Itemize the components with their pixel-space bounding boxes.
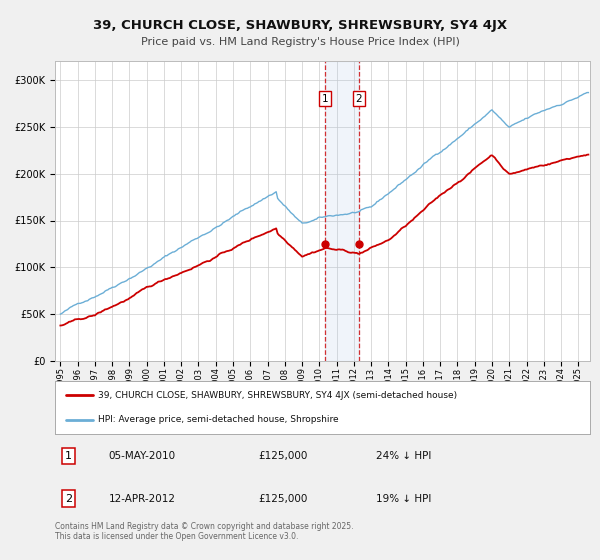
Text: 2: 2 [355,94,362,104]
Text: Price paid vs. HM Land Registry's House Price Index (HPI): Price paid vs. HM Land Registry's House … [140,37,460,47]
Bar [325,61,359,361]
Text: £125,000: £125,000 [259,451,308,461]
Text: 39, CHURCH CLOSE, SHAWBURY, SHREWSBURY, SY4 4JX: 39, CHURCH CLOSE, SHAWBURY, SHREWSBURY, … [93,18,507,32]
Text: 24% ↓ HPI: 24% ↓ HPI [376,451,431,461]
Text: Contains HM Land Registry data © Crown copyright and database right 2025.
This d: Contains HM Land Registry data © Crown c… [55,522,354,542]
Text: 1: 1 [322,94,329,104]
Text: £125,000: £125,000 [259,493,308,503]
Text: HPI: Average price, semi-detached house, Shropshire: HPI: Average price, semi-detached house,… [98,415,338,424]
Text: 39, CHURCH CLOSE, SHAWBURY, SHREWSBURY, SY4 4JX (semi-detached house): 39, CHURCH CLOSE, SHAWBURY, SHREWSBURY, … [98,391,457,400]
Text: 19% ↓ HPI: 19% ↓ HPI [376,493,431,503]
Text: 05-MAY-2010: 05-MAY-2010 [109,451,176,461]
Text: 2: 2 [65,493,72,503]
Text: 1: 1 [65,451,72,461]
Text: 12-APR-2012: 12-APR-2012 [109,493,176,503]
